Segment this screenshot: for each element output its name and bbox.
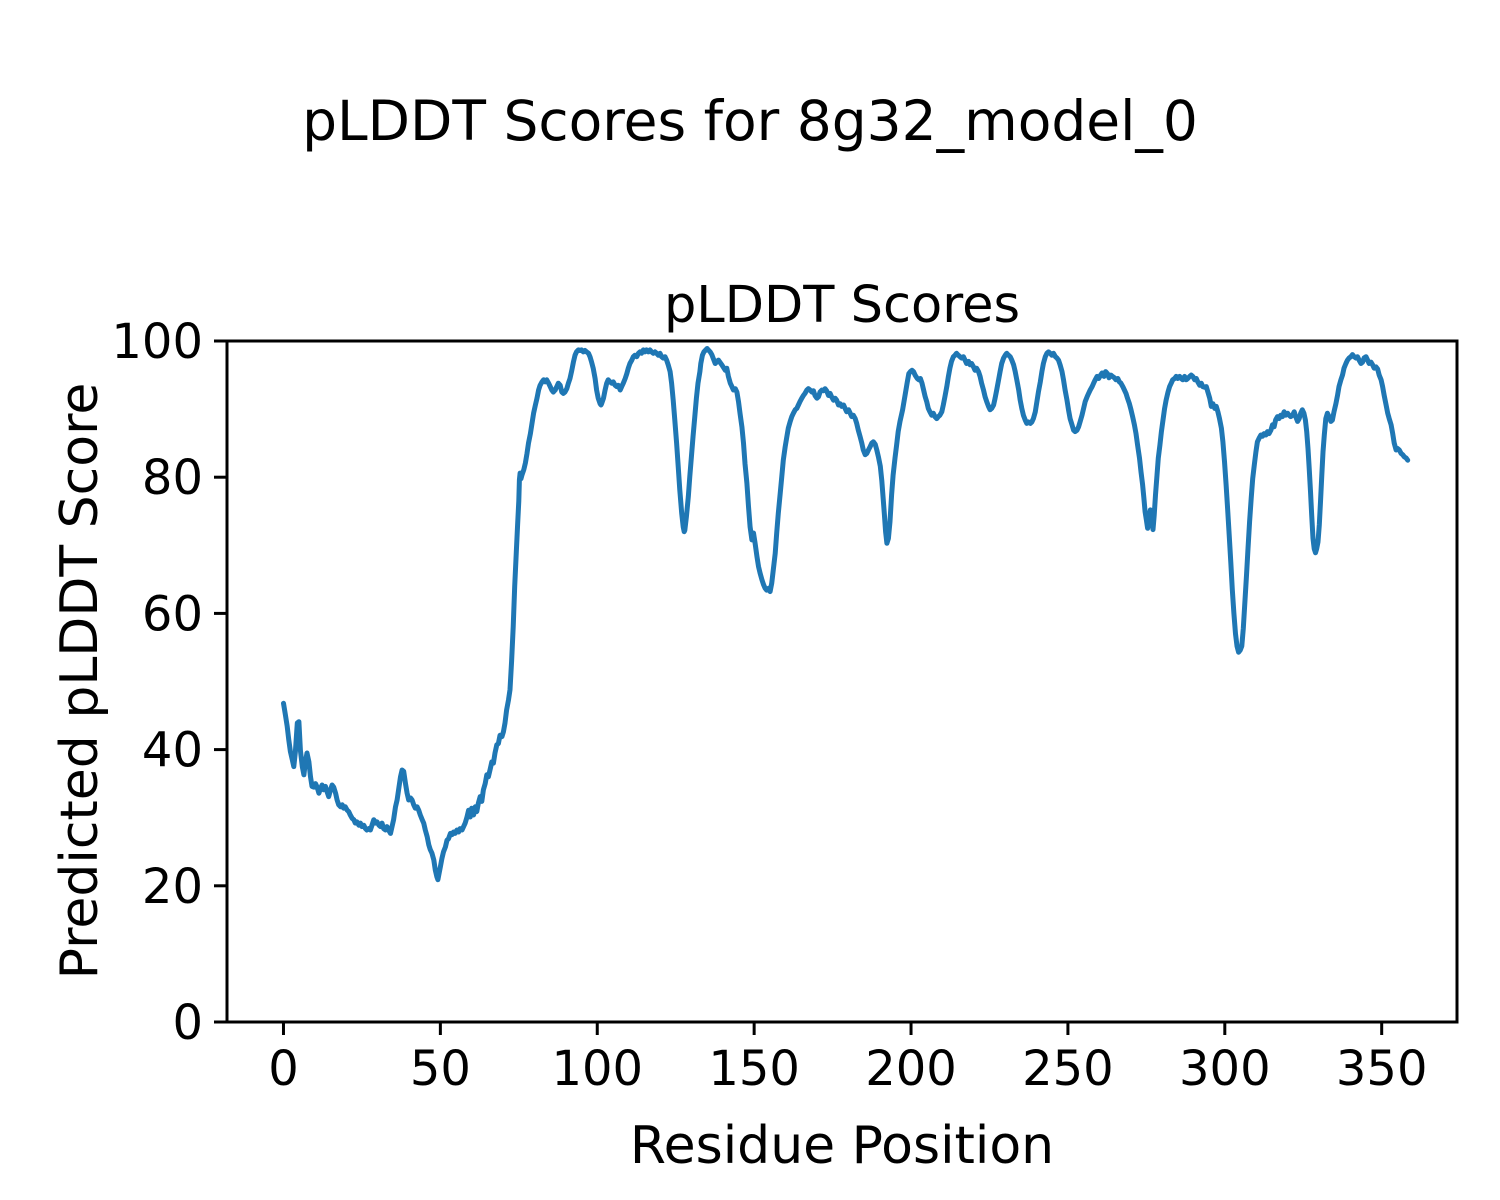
x-tick-label: 50 bbox=[410, 1041, 471, 1097]
y-tick-label: 100 bbox=[111, 314, 203, 370]
x-axis-ticks: 0 50 100 150 200 250 300 350 bbox=[268, 1022, 1428, 1097]
y-tick-label: 20 bbox=[142, 859, 203, 915]
axes-title: pLDDT Scores bbox=[664, 276, 1020, 335]
x-tick-label: 150 bbox=[708, 1041, 800, 1097]
x-tick-label: 0 bbox=[268, 1041, 299, 1097]
x-tick-label: 250 bbox=[1022, 1041, 1114, 1097]
y-tick-label: 80 bbox=[142, 450, 203, 506]
x-tick-label: 350 bbox=[1336, 1041, 1428, 1097]
x-axis-label: Residue Position bbox=[630, 1116, 1054, 1176]
figure-title: pLDDT Scores for 8g32_model_0 bbox=[302, 89, 1198, 153]
x-tick-label: 200 bbox=[865, 1041, 957, 1097]
x-tick-label: 300 bbox=[1179, 1041, 1271, 1097]
x-tick-label: 100 bbox=[551, 1041, 643, 1097]
pLDDT-score-line bbox=[281, 346, 1411, 883]
y-axis-label: Predicted pLDDT Score bbox=[50, 383, 110, 980]
y-axis-ticks: 0 20 40 60 80 100 bbox=[111, 314, 227, 1051]
y-tick-label: 60 bbox=[142, 586, 203, 642]
plddt-line-series bbox=[281, 346, 1411, 883]
y-tick-label: 0 bbox=[172, 995, 203, 1051]
plot-spines bbox=[225, 339, 1459, 1024]
y-tick-label: 40 bbox=[142, 723, 203, 779]
